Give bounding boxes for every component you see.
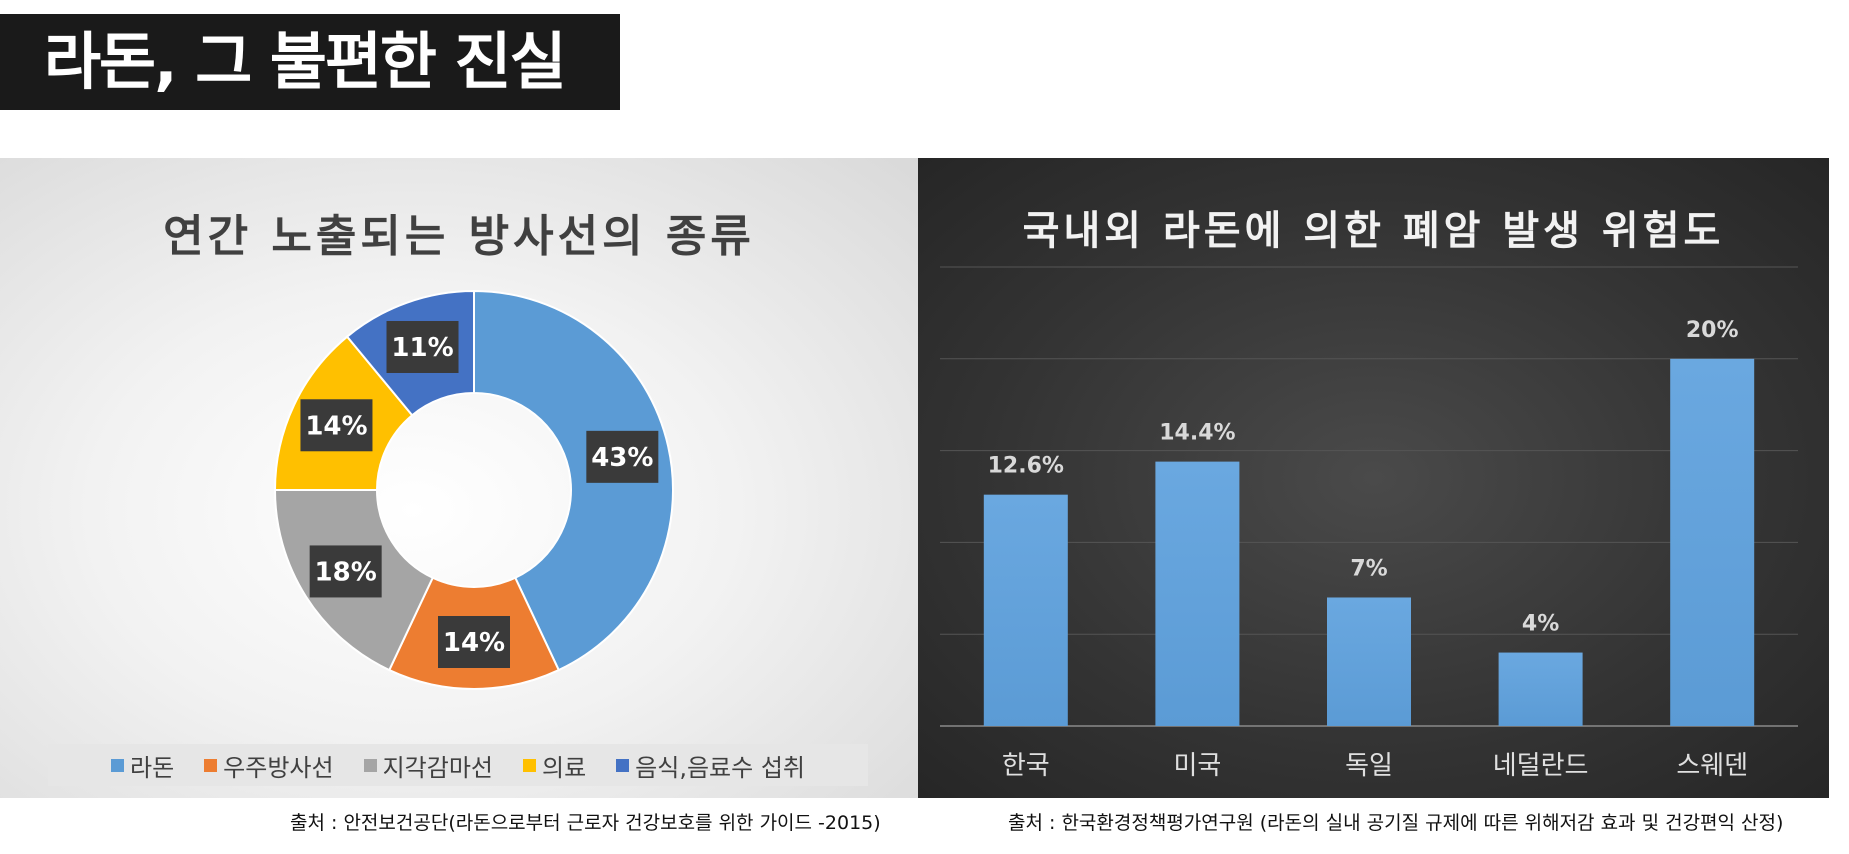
- bar-1: [1155, 461, 1240, 726]
- donut-label-box-1: [438, 616, 510, 668]
- donut-slice-0: [473, 289, 674, 672]
- donut-legend: 라돈 우주방사선 지각감마선 의료 음식,음료수 섭취: [48, 744, 868, 786]
- legend-swatch-2: [363, 758, 377, 772]
- donut-label-box-4: [386, 320, 459, 373]
- donut-data-label-4: 11%: [391, 333, 453, 363]
- bar-0: [983, 494, 1068, 726]
- bar-4: [1670, 358, 1755, 726]
- bar-data-label-3: 4%: [1522, 612, 1559, 637]
- bar-chart-panel: 국내외 라돈에 의한 폐암 발생 위험도 12.6% 한국 14.4% 미국 7% 독일 4…: [918, 158, 1829, 798]
- donut-chart-source: 출처 : 안전보건공단(라돈으로부터 근로자 건강보호를 위한 가이드 -201…: [290, 812, 881, 834]
- legend-label-2: 지각감마선: [382, 753, 493, 782]
- legend-item-2: 지각감마선: [363, 748, 493, 783]
- donut-chart-panel: 연간 노출되는 방사선의 종류 43% 14% 18% 14% 11% 라돈 우주방사선 지…: [0, 158, 918, 798]
- donut-chart: 43% 14% 18% 14% 11%: [273, 289, 674, 690]
- legend-label-4: 음식,음료수 섭취: [635, 753, 805, 782]
- legend-swatch-1: [204, 758, 218, 772]
- bar-3: [1498, 652, 1583, 726]
- legend-item-0: 라돈: [111, 748, 174, 783]
- category-label-0: 한국: [1002, 751, 1050, 781]
- category-label-3: 네덜란드: [1493, 751, 1589, 781]
- legend-swatch-0: [111, 758, 124, 772]
- legend-item-4: 음식,음료수 섭취: [616, 748, 805, 783]
- donut-label-box-2: [309, 545, 382, 598]
- page-title: 라돈, 그 불편한 진실: [0, 14, 620, 110]
- category-label-4: 스웨덴: [1676, 751, 1748, 781]
- bar-chart: 12.6% 한국 14.4% 미국 7% 독일 4% 네덜란드 20% 스웨덴: [940, 266, 1798, 781]
- legend-swatch-4: [616, 758, 630, 772]
- bar-chart-title: 국내외 라돈에 의한 폐암 발생 위험도: [1022, 208, 1725, 254]
- bar-chart-source: 출처 : 한국환경정책평가연구원 (라돈의 실내 공기질 규제에 따른 위해저감…: [1008, 812, 1784, 834]
- category-label-2: 독일: [1345, 751, 1393, 781]
- bar-data-label-0: 12.6%: [988, 454, 1064, 479]
- legend-swatch-3: [522, 758, 536, 772]
- bar-data-label-4: 20%: [1686, 318, 1739, 343]
- donut-data-label-1: 14%: [443, 628, 505, 658]
- donut-data-label-2: 18%: [315, 557, 377, 587]
- donut-chart-title: 연간 노출되는 방사선의 종류: [163, 211, 755, 262]
- bar-data-label-1: 14.4%: [1159, 421, 1235, 446]
- legend-item-1: 우주방사선: [204, 748, 334, 783]
- donut-data-label-0: 43%: [591, 443, 653, 473]
- bar-2: [1327, 597, 1411, 726]
- category-label-1: 미국: [1173, 751, 1221, 781]
- legend-label-1: 우주방사선: [223, 753, 334, 782]
- donut-label-box-0: [586, 430, 659, 483]
- donut-label-box-3: [300, 399, 373, 452]
- legend-label-3: 의료: [541, 753, 587, 782]
- legend-item-3: 의료: [522, 748, 587, 783]
- donut-data-label-3: 14%: [305, 411, 367, 441]
- legend-label-0: 라돈: [130, 753, 175, 782]
- bar-data-label-2: 7%: [1350, 556, 1387, 581]
